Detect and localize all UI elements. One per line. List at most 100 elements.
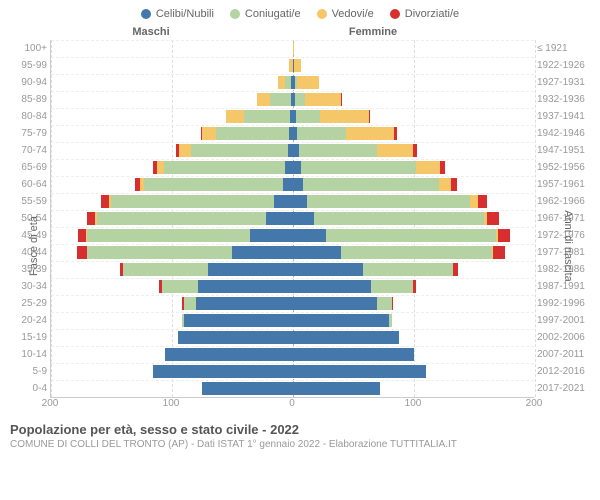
- row-divider: [51, 108, 534, 109]
- row-divider: [51, 125, 534, 126]
- bar-segment: [196, 297, 293, 310]
- age-tick: 20-24: [10, 312, 50, 329]
- bar-segment: [498, 229, 510, 242]
- bar-segment: [293, 280, 372, 293]
- bar-segment: [164, 161, 285, 174]
- bar-segment: [153, 365, 292, 378]
- age-tick: 70-74: [10, 142, 50, 159]
- bar-segment: [439, 178, 451, 191]
- row-divider: [51, 278, 534, 279]
- age-tick: 25-29: [10, 295, 50, 312]
- bar-segment: [101, 195, 108, 208]
- male-bar: [51, 110, 293, 123]
- birth-year-tick: 1962-1966: [534, 193, 590, 210]
- bar-segment: [144, 178, 283, 191]
- bar-segment: [294, 59, 301, 72]
- female-label: Femmine: [252, 26, 494, 38]
- row-divider: [51, 312, 534, 313]
- age-tick: 65-69: [10, 159, 50, 176]
- legend-label: Divorziati/e: [405, 8, 459, 20]
- legend-item-coniugati: Coniugati/e: [230, 8, 301, 20]
- bar-segment: [274, 195, 292, 208]
- bar-segment: [377, 144, 413, 157]
- age-tick: 60-64: [10, 176, 50, 193]
- row-divider: [51, 295, 534, 296]
- legend-label: Celibi/Nubili: [156, 8, 214, 20]
- female-bar: [293, 229, 535, 242]
- pyramid-row: [51, 176, 534, 193]
- male-label: Maschi: [10, 26, 252, 38]
- female-bar: [293, 127, 535, 140]
- bar-segment: [285, 161, 292, 174]
- bar-segment: [257, 93, 269, 106]
- female-bar: [293, 365, 535, 378]
- pyramid-row: [51, 346, 534, 363]
- birth-year-tick: 2017-2021: [534, 380, 590, 397]
- bar-segment: [216, 127, 289, 140]
- male-bar: [51, 59, 293, 72]
- male-bar: [51, 365, 293, 378]
- pyramid-row: [51, 210, 534, 227]
- legend-label: Vedovi/e: [332, 8, 374, 20]
- birth-year-tick: 1957-1961: [534, 176, 590, 193]
- pyramid-row: [51, 295, 534, 312]
- birth-year-tick: 1952-1956: [534, 159, 590, 176]
- female-bar: [293, 246, 535, 259]
- female-bar: [293, 110, 535, 123]
- pyramid-row: [51, 74, 534, 91]
- birth-year-tick: 1992-1996: [534, 295, 590, 312]
- pyramid-row: [51, 193, 534, 210]
- bar-segment: [293, 229, 327, 242]
- chart-area: Fasce di età 100+95-9990-9485-8980-8475-…: [10, 40, 590, 398]
- row-divider: [51, 176, 534, 177]
- pyramid-rows: [51, 40, 534, 397]
- row-divider: [51, 40, 534, 41]
- male-bar: [51, 263, 293, 276]
- age-tick: 30-34: [10, 278, 50, 295]
- bar-segment: [377, 297, 392, 310]
- female-bar: [293, 42, 535, 55]
- row-divider: [51, 91, 534, 92]
- bar-segment: [184, 297, 196, 310]
- pyramid-row: [51, 40, 534, 57]
- age-tick: 10-14: [10, 346, 50, 363]
- bar-segment: [470, 195, 477, 208]
- male-bar: [51, 195, 293, 208]
- row-divider: [51, 159, 534, 160]
- legend-swatch: [141, 9, 151, 19]
- bar-segment: [295, 93, 305, 106]
- male-bar: [51, 229, 293, 242]
- bar-segment: [363, 263, 454, 276]
- female-bar: [293, 348, 535, 361]
- bar-segment: [87, 246, 232, 259]
- pyramid-row: [51, 91, 534, 108]
- pyramid-row: [51, 125, 534, 142]
- x-tick: 100: [163, 398, 180, 409]
- male-bar: [51, 348, 293, 361]
- bar-segment: [301, 161, 416, 174]
- pyramid-row: [51, 142, 534, 159]
- age-tick: 55-59: [10, 193, 50, 210]
- row-divider: [51, 142, 534, 143]
- male-bar: [51, 76, 293, 89]
- x-axis: 2001000100200: [50, 398, 534, 414]
- bar-segment: [416, 161, 440, 174]
- bar-segment: [297, 127, 345, 140]
- bar-segment: [87, 229, 250, 242]
- bar-segment: [232, 246, 293, 259]
- legend-item-celibi: Celibi/Nubili: [141, 8, 214, 20]
- age-tick: 80-84: [10, 108, 50, 125]
- footer: Popolazione per età, sesso e stato civil…: [10, 422, 590, 450]
- bar-segment: [97, 212, 266, 225]
- bar-segment: [487, 212, 499, 225]
- pyramid-row: [51, 363, 534, 380]
- pyramid-row: [51, 278, 534, 295]
- bar-segment: [293, 195, 308, 208]
- birth-year-tick: ≤ 1921: [534, 40, 590, 57]
- bar-segment: [293, 331, 399, 344]
- legend: Celibi/Nubili Coniugati/e Vedovi/e Divorzia…: [10, 8, 590, 20]
- row-divider: [51, 363, 534, 364]
- age-tick: 15-19: [10, 329, 50, 346]
- pyramid-row: [51, 108, 534, 125]
- pyramid-row: [51, 57, 534, 74]
